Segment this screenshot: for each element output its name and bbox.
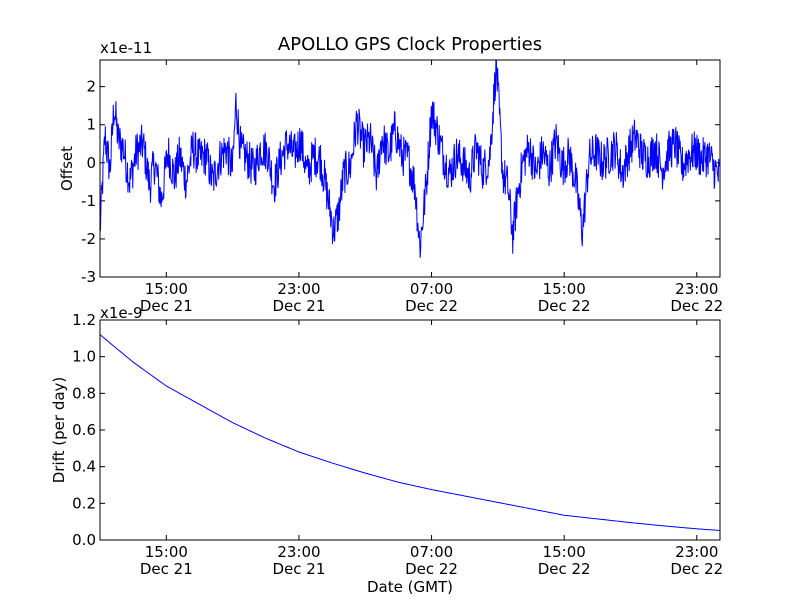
drift-y-axis-label: Drift (per day) [50, 377, 68, 484]
x-tick-date-label: Dec 21 [140, 297, 193, 315]
y-tick-label: 0.8 [72, 384, 96, 402]
drift-x-axis-label: Date (GMT) [367, 578, 453, 596]
offset-plot-frame [99, 59, 721, 278]
drift-y-ticks: 0.0 0.2 0.4 0.6 0.8 1.0 1.2 [72, 311, 720, 549]
y-tick-label: 0.2 [72, 494, 96, 512]
x-tick-time-label: 15:00 [543, 543, 586, 561]
y-tick-label: -3 [81, 268, 96, 286]
drift-plot-area [100, 320, 720, 540]
x-tick-time-label: 07:00 [410, 543, 453, 561]
x-tick-time-label: 15:00 [543, 280, 586, 298]
y-tick-label: 0 [86, 154, 96, 172]
offset-series-line [99, 59, 721, 258]
x-tick-time-label: 23:00 [277, 543, 320, 561]
chart-title: APOLLO GPS Clock Properties [278, 34, 542, 55]
drift-plot-frame [99, 319, 721, 541]
x-tick-date-label: Dec 22 [670, 297, 723, 315]
drift-exponent-label: x1e-9 [100, 304, 143, 322]
x-tick-date-label: Dec 21 [140, 560, 193, 578]
y-tick-label: 2 [86, 78, 96, 96]
x-tick-time-label: 23:00 [675, 280, 718, 298]
y-tick-label: 1.0 [72, 348, 96, 366]
offset-y-ticks: -3 -2 -1 0 1 2 [81, 78, 720, 286]
y-tick-label: -2 [81, 230, 96, 248]
y-tick-label: 0.4 [72, 458, 96, 476]
x-tick-time-label: 23:00 [277, 280, 320, 298]
x-tick-time-label: 15:00 [145, 280, 188, 298]
x-tick-date-label: Dec 21 [272, 297, 325, 315]
x-tick-time-label: 23:00 [675, 543, 718, 561]
y-tick-label: 0.6 [72, 421, 96, 439]
offset-exponent-label: x1e-11 [100, 39, 152, 57]
x-tick-date-label: Dec 22 [538, 560, 591, 578]
x-tick-time-label: 15:00 [145, 543, 188, 561]
x-tick-date-label: Dec 22 [538, 297, 591, 315]
x-tick-date-label: Dec 22 [405, 560, 458, 578]
x-tick-date-label: Dec 21 [272, 560, 325, 578]
x-tick-date-label: Dec 22 [405, 297, 458, 315]
x-tick-date-label: Dec 22 [670, 560, 723, 578]
y-tick-label: 0.0 [72, 531, 96, 549]
offset-y-axis-label: Offset [58, 146, 76, 191]
x-tick-time-label: 07:00 [410, 280, 453, 298]
y-tick-label: 1 [86, 116, 96, 134]
y-tick-label: 1.2 [72, 311, 96, 329]
drift-series-line [99, 334, 721, 531]
y-tick-label: -1 [81, 192, 96, 210]
